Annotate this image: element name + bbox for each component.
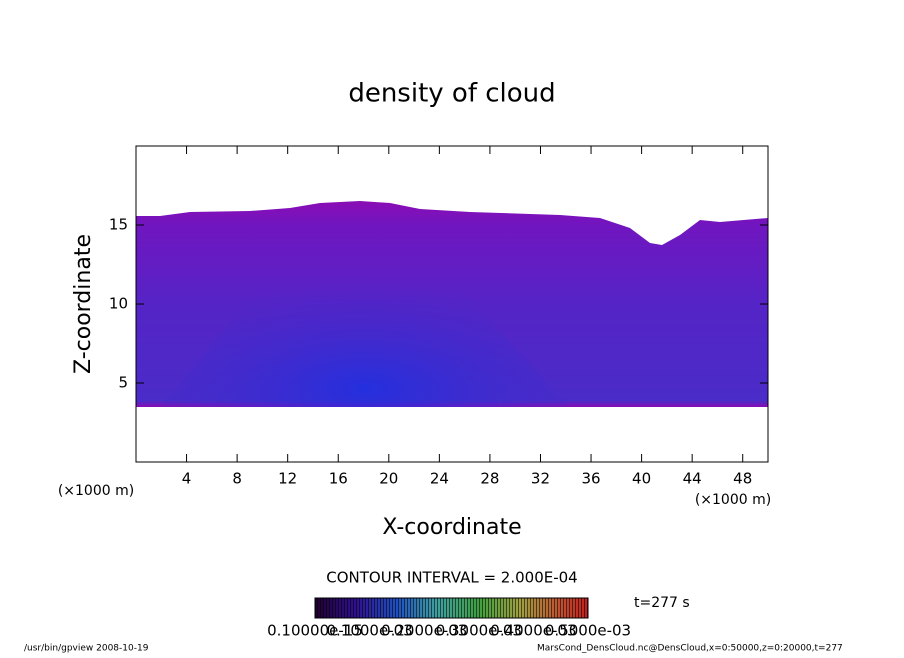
x-tick-label: 12 [278,470,297,488]
x-tick-label: 16 [329,470,348,488]
y-tick-label: 15 [109,216,128,234]
y-tick-label: 5 [118,374,128,392]
colorbar-label: 0.3000e-03 [436,622,522,640]
x-tick-label: 20 [379,470,398,488]
x-tick-label: 36 [581,470,600,488]
x-tick-label: 8 [232,470,242,488]
footer-right: MarsCond_DensCloud.nc@DensCloud,x=0:5000… [537,644,843,654]
x-tick-label: 24 [430,470,449,488]
x-tick-label: 32 [531,470,550,488]
x-tick-label: 48 [733,470,752,488]
colorbar-label: 0.1000e-03 [326,622,412,640]
colorbar-label: 0.2000e-03 [381,622,467,640]
time-label: t=277 s [634,595,690,611]
footer-left: /usr/bin/gpview 2008-10-19 [24,644,149,654]
x-tick-label: 28 [480,470,499,488]
x-tick-label: 4 [182,470,192,488]
x-tick-label: 44 [683,470,702,488]
y-tick-label: 10 [109,295,128,313]
colorbar-label: 0.10000e-15 [267,622,363,640]
y-axis-label: Z-coordinate [71,234,96,374]
chart-title: density of cloud [348,79,555,109]
colorbar-label: 0.5000e-03 [545,622,631,640]
colorbar-stripes [315,598,588,618]
colorbar-label: 0.4000e-03 [490,622,576,640]
contour-interval: CONTOUR INTERVAL = 2.000E-04 [326,569,577,587]
cloud-core [160,225,570,407]
y-unit: (×1000 m) [58,483,134,499]
x-tick-label: 40 [632,470,651,488]
x-unit: (×1000 m) [695,492,771,508]
x-axis-label: X-coordinate [382,515,521,540]
